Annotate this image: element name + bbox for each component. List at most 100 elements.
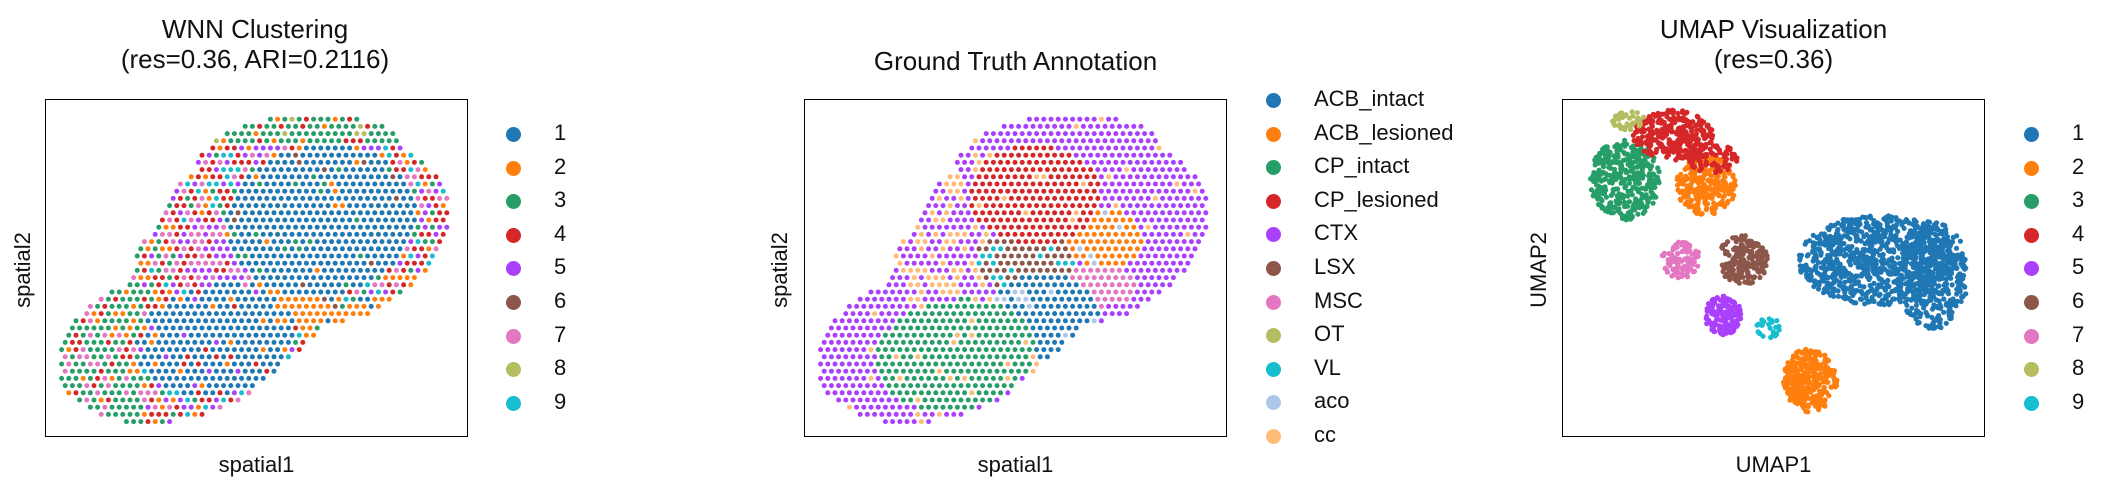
scatter-point xyxy=(433,217,439,223)
scatter-point xyxy=(203,390,209,396)
scatter-point xyxy=(145,260,151,266)
scatter-point xyxy=(854,347,860,353)
scatter-point xyxy=(1592,177,1598,183)
scatter-point xyxy=(1917,236,1923,242)
scatter-point xyxy=(422,210,428,216)
scatter-point xyxy=(1637,198,1643,204)
scatter-point xyxy=(1904,296,1910,302)
scatter-point xyxy=(1923,301,1929,307)
scatter-point xyxy=(239,188,245,194)
scatter-point xyxy=(1095,239,1101,245)
scatter-point xyxy=(1913,302,1919,308)
scatter-point xyxy=(1899,222,1905,228)
scatter-point xyxy=(947,332,953,338)
scatter-point xyxy=(1816,271,1822,277)
scatter-point xyxy=(1934,316,1940,322)
plot-area xyxy=(804,99,1227,437)
scatter-point xyxy=(962,174,968,180)
scatter-point xyxy=(958,195,964,201)
scatter-point xyxy=(285,167,291,173)
legend-label: 1 xyxy=(554,120,567,145)
scatter-point xyxy=(1948,254,1955,260)
scatter-point xyxy=(267,174,273,180)
scatter-point xyxy=(904,419,910,425)
scatter-point xyxy=(188,404,194,410)
scatter-point xyxy=(1680,181,1687,187)
scatter-point xyxy=(936,282,942,288)
scatter-point xyxy=(91,354,97,360)
scatter-point xyxy=(1932,250,1938,256)
scatter-point xyxy=(1019,332,1025,338)
scatter-point xyxy=(1619,212,1625,218)
scatter-point xyxy=(1806,276,1812,283)
scatter-point xyxy=(1102,138,1108,144)
scatter-point xyxy=(1592,157,1598,163)
scatter-point xyxy=(1059,181,1065,187)
scatter-point xyxy=(293,210,299,216)
scatter-point xyxy=(1070,159,1076,165)
scatter-point xyxy=(1034,188,1040,194)
scatter-point xyxy=(843,368,849,374)
scatter-point xyxy=(285,253,291,259)
plot-area xyxy=(45,99,468,437)
scatter-point xyxy=(1789,379,1795,385)
scatter-point xyxy=(1904,308,1910,314)
scatter-point xyxy=(1849,257,1855,263)
scatter-point xyxy=(1922,257,1928,263)
scatter-point xyxy=(113,411,119,417)
scatter-point xyxy=(926,303,932,309)
scatter-point xyxy=(1781,379,1787,385)
scatter-point xyxy=(1638,145,1644,151)
scatter-point xyxy=(1817,237,1823,243)
scatter-point xyxy=(1635,155,1641,162)
scatter-point xyxy=(1921,240,1927,246)
scatter-point xyxy=(1645,153,1651,159)
scatter-point xyxy=(929,253,935,259)
scatter-point xyxy=(278,253,284,259)
scatter-point xyxy=(174,347,180,353)
scatter-point xyxy=(1807,274,1813,280)
scatter-point xyxy=(915,239,921,245)
scatter-point xyxy=(404,260,410,266)
scatter-point xyxy=(983,318,989,324)
scatter-point xyxy=(321,167,327,173)
scatter-point xyxy=(1942,287,1948,293)
scatter-point xyxy=(1886,292,1892,298)
scatter-point xyxy=(1077,131,1083,137)
scatter-point xyxy=(1142,217,1148,223)
scatter-point xyxy=(1924,266,1930,272)
scatter-point xyxy=(1919,277,1925,283)
scatter-point xyxy=(1949,309,1955,315)
scatter-point xyxy=(1877,265,1883,271)
scatter-point xyxy=(1798,394,1804,400)
scatter-point xyxy=(843,383,849,389)
scatter-point xyxy=(221,296,227,302)
scatter-point xyxy=(116,404,122,410)
scatter-point xyxy=(267,289,273,295)
scatter-point xyxy=(242,224,248,230)
scatter-point xyxy=(879,354,885,360)
scatter-point xyxy=(84,311,90,317)
scatter-point xyxy=(1936,246,1942,252)
scatter-point xyxy=(329,253,335,259)
scatter-point xyxy=(91,397,97,403)
scatter-point xyxy=(1876,292,1882,299)
scatter-point xyxy=(1804,265,1810,271)
scatter-point xyxy=(127,354,133,360)
scatter-point xyxy=(325,116,331,122)
scatter-point xyxy=(170,411,176,417)
scatter-point xyxy=(1711,207,1717,213)
scatter-point xyxy=(181,390,187,396)
scatter-point xyxy=(1138,224,1144,230)
scatter-point xyxy=(152,375,158,381)
scatter-point xyxy=(1824,282,1830,289)
scatter-point xyxy=(1869,262,1876,268)
scatter-point xyxy=(357,167,363,173)
scatter-point xyxy=(1800,267,1806,273)
scatter-point xyxy=(987,195,993,201)
scatter-point xyxy=(1695,193,1701,199)
scatter-point xyxy=(1127,188,1133,194)
scatter-point xyxy=(1683,174,1689,180)
scatter-point xyxy=(206,267,212,273)
scatter-point xyxy=(1828,223,1834,229)
